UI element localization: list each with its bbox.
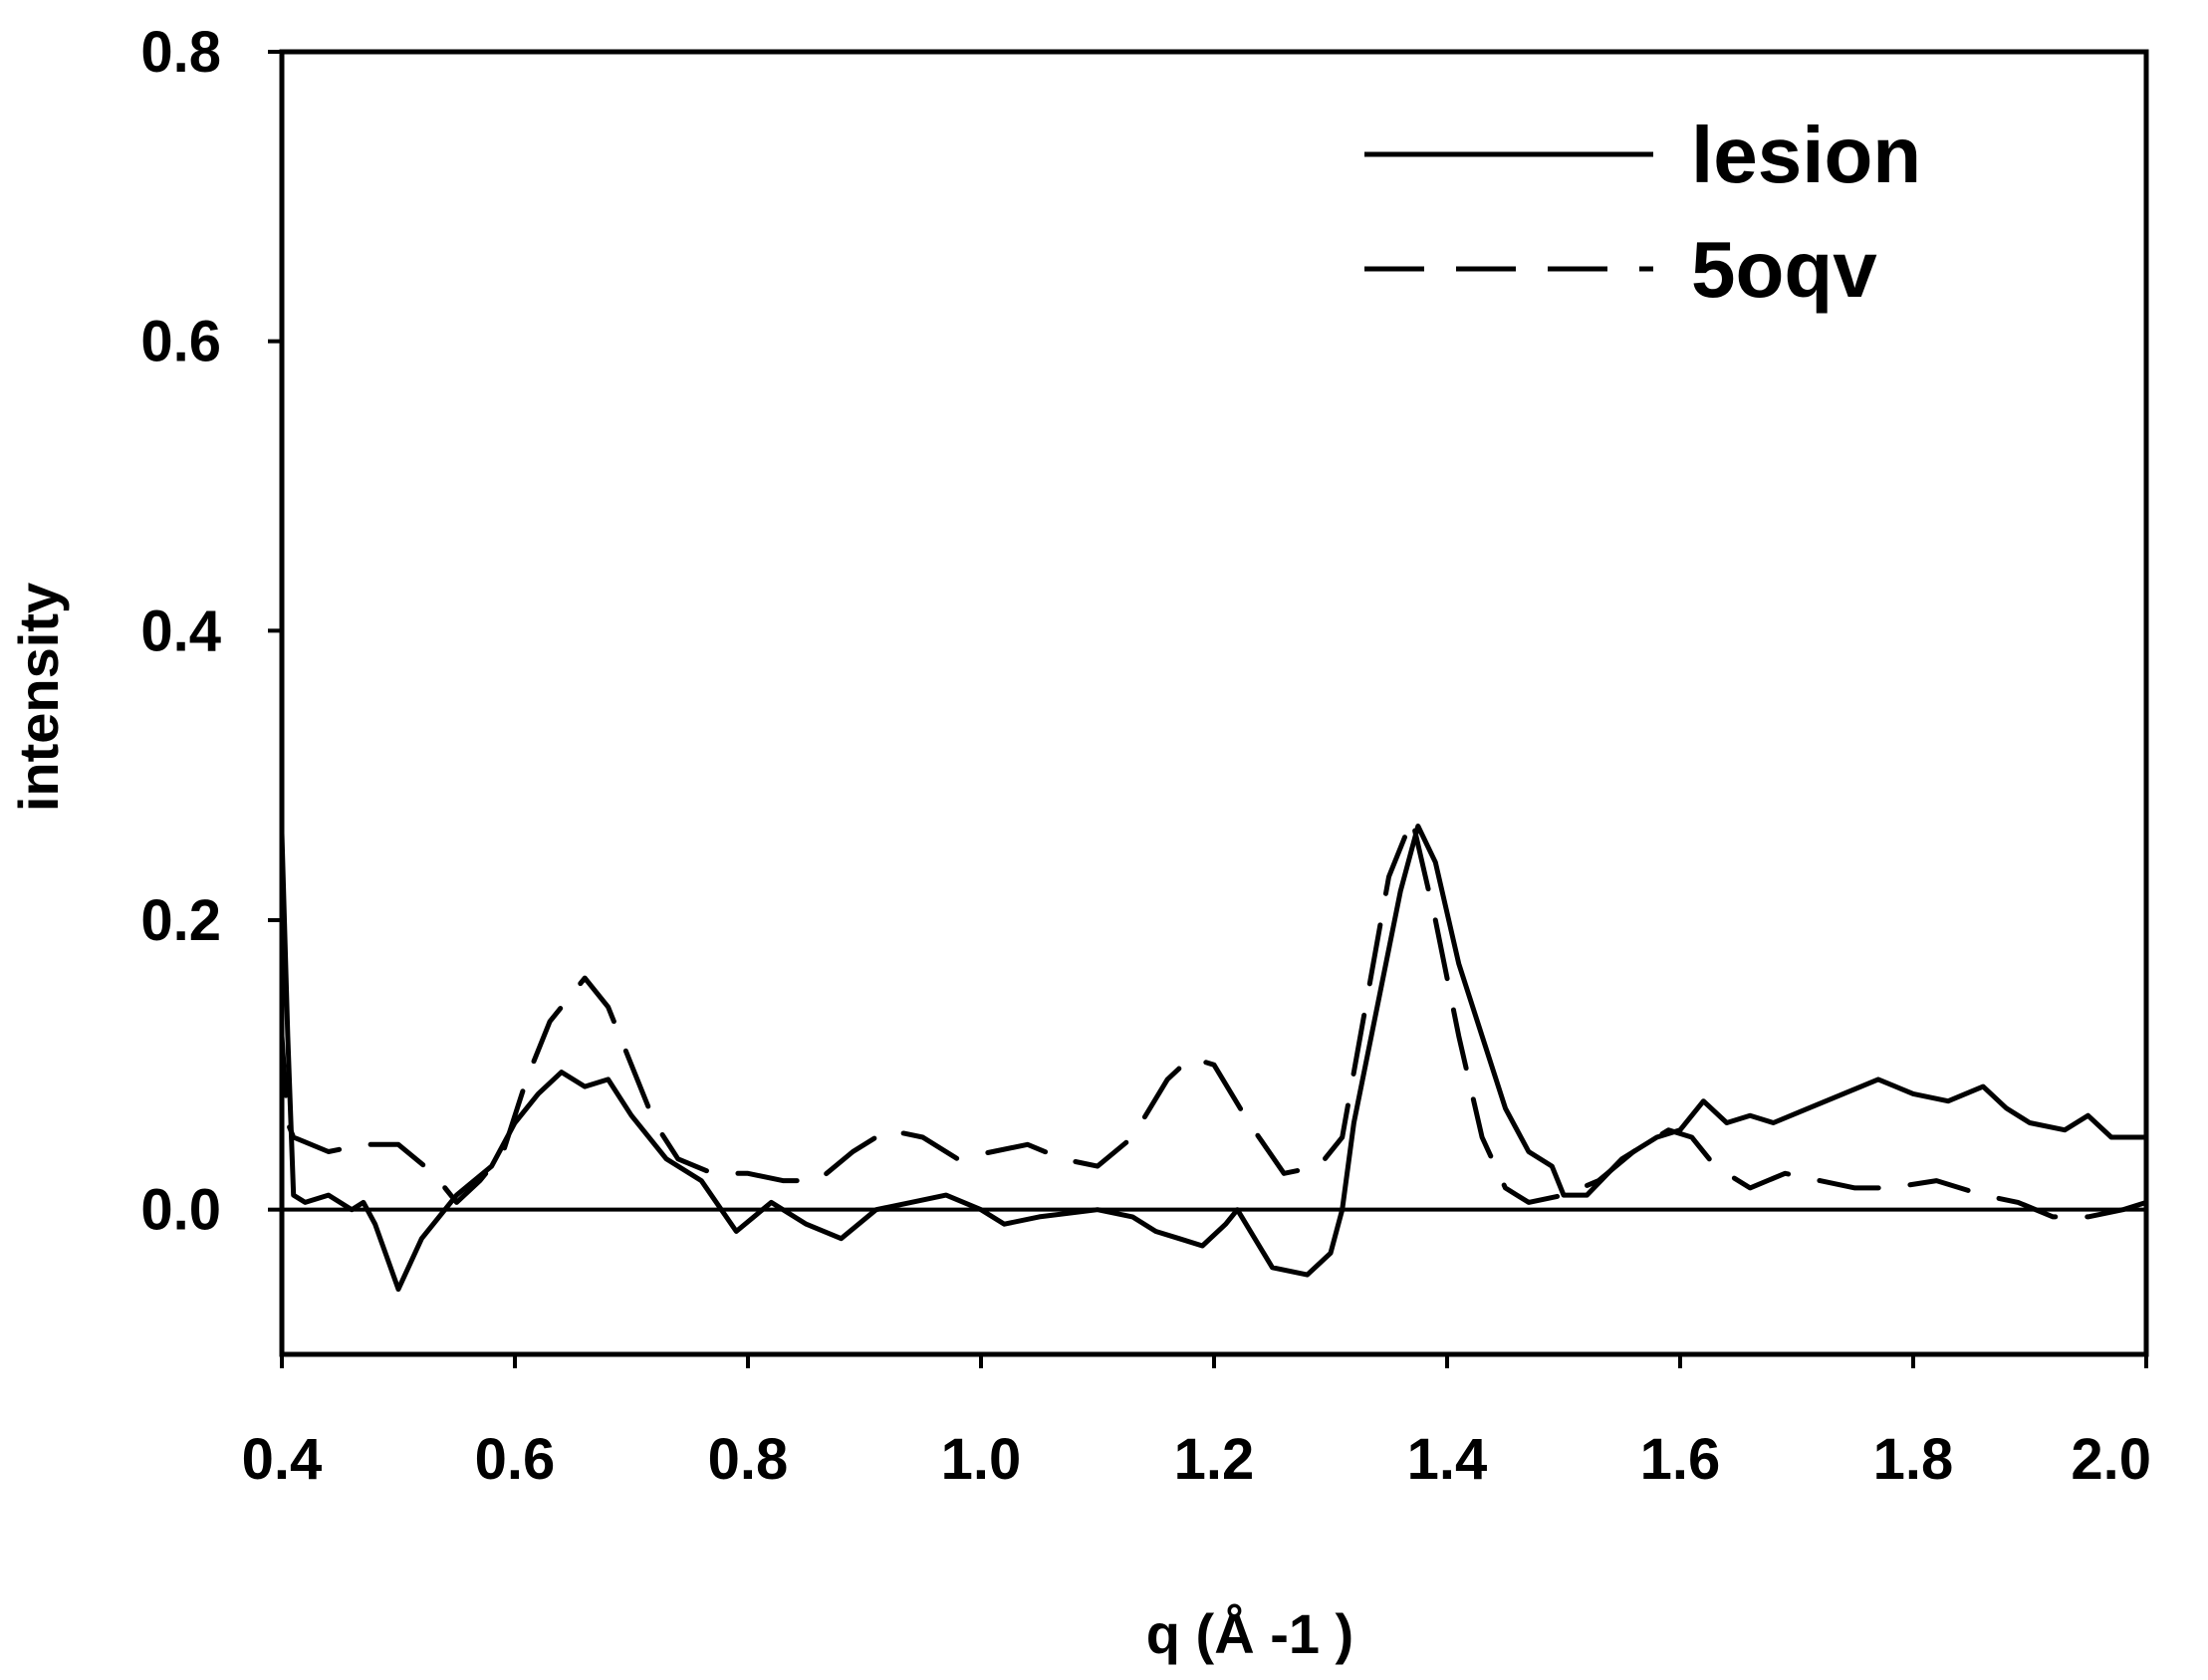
x-tick-label: 2.0: [2071, 1427, 2151, 1492]
x-axis-ticks: 0.4 0.6 0.8 1.0 1.2 1.4 1.6 1.8 2.0: [242, 1354, 2151, 1492]
x-tick-label: 1.8: [1873, 1427, 1954, 1492]
y-tick-label: 0.2: [140, 888, 221, 953]
x-axis-label: q (Å -1 ): [1146, 1602, 1353, 1665]
series-line-5oqv: [282, 816, 2146, 1220]
series-layer: [282, 816, 2146, 1293]
series-line-lesion: [282, 824, 2146, 1293]
x-tick-label: 0.6: [475, 1427, 556, 1492]
legend-label-5oqv: 5oqv: [1691, 225, 1877, 314]
y-axis-label: intensity: [7, 583, 70, 812]
x-tick-label: 1.4: [1407, 1427, 1488, 1492]
x-tick-label: 0.4: [242, 1427, 323, 1492]
y-tick-label: 0.6: [140, 310, 221, 374]
legend-label-lesion: lesion: [1691, 111, 1921, 199]
y-axis-ticks: 0.0 0.2 0.4 0.6 0.8: [140, 20, 282, 1243]
x-tick-label: 1.6: [1640, 1427, 1721, 1492]
y-tick-label: 0.0: [140, 1178, 221, 1243]
legend: lesion 5oqv: [1364, 111, 1921, 314]
y-tick-label: 0.4: [140, 599, 221, 663]
y-tick-label: 0.8: [140, 20, 221, 85]
x-tick-label: 0.8: [708, 1427, 789, 1492]
x-tick-label: 1.0: [941, 1427, 1022, 1492]
x-tick-label: 1.2: [1174, 1427, 1255, 1492]
